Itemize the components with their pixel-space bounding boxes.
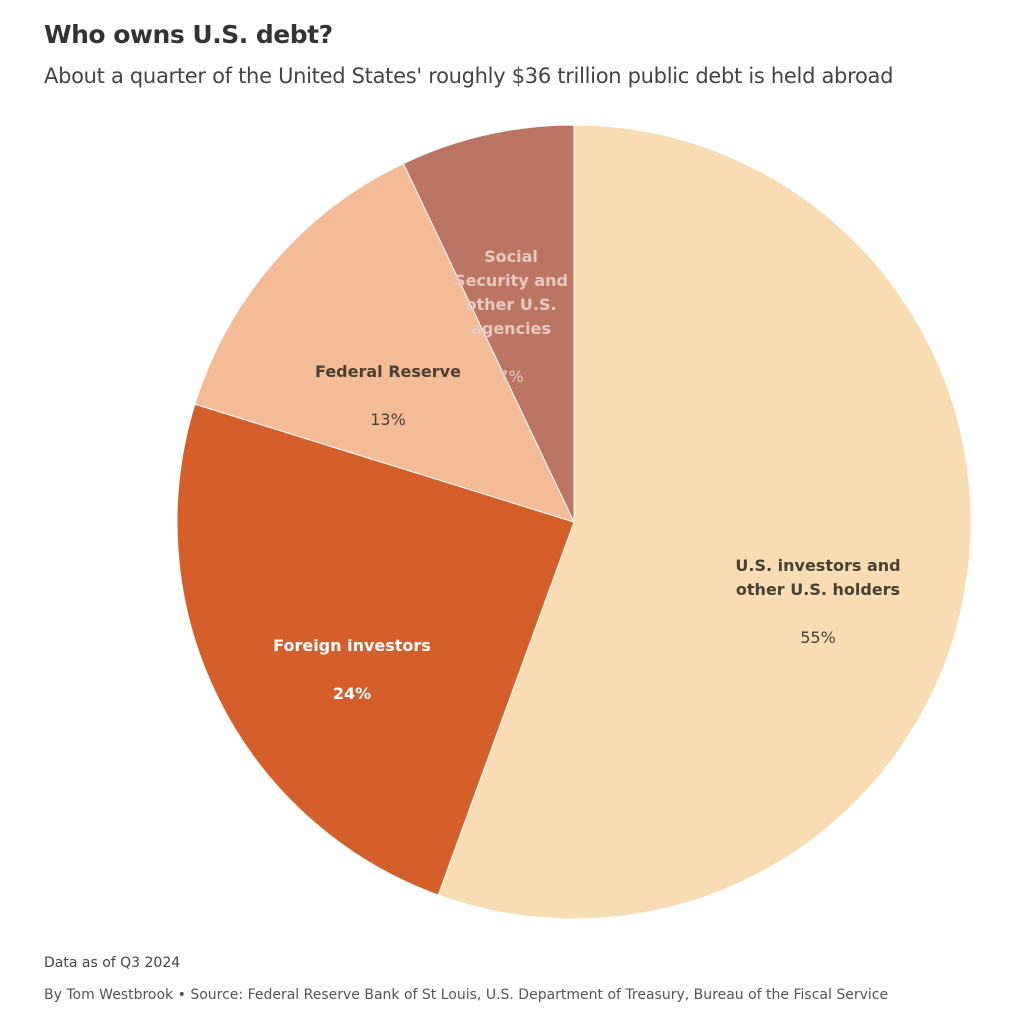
slice-name: U.S. investors and other U.S. holders	[735, 556, 901, 599]
slice-value: 13%	[370, 410, 406, 429]
slice-name: Federal Reserve	[315, 362, 461, 381]
source-credit: By Tom Westbrook • Source: Federal Reser…	[44, 987, 889, 1003]
slice-name: Foreign investors	[273, 636, 431, 655]
slice-label-federal-reserve: Federal Reserve 13%	[315, 336, 461, 432]
pie-slice-0	[437, 124, 972, 920]
slice-label-us-investors: U.S. investors and other U.S. holders 55…	[735, 530, 900, 650]
slice-value: 7%	[498, 367, 524, 386]
chart-title: Who owns U.S. debt?	[44, 20, 333, 49]
slice-label-social-security: Social Security and other U.S. agencies …	[454, 221, 568, 389]
pie-slice-2	[194, 162, 575, 523]
slice-value: 55%	[800, 628, 836, 647]
pie-slice-1	[176, 403, 575, 896]
chart-subtitle: About a quarter of the United States' ro…	[44, 64, 894, 88]
slice-label-foreign-investors: Foreign investors 24%	[273, 610, 431, 730]
slice-name: Social Security and other U.S. agencies	[454, 247, 568, 338]
data-note: Data as of Q3 2024	[44, 955, 181, 971]
pie-slice-3	[402, 124, 575, 523]
slice-value: 24%	[332, 684, 372, 703]
